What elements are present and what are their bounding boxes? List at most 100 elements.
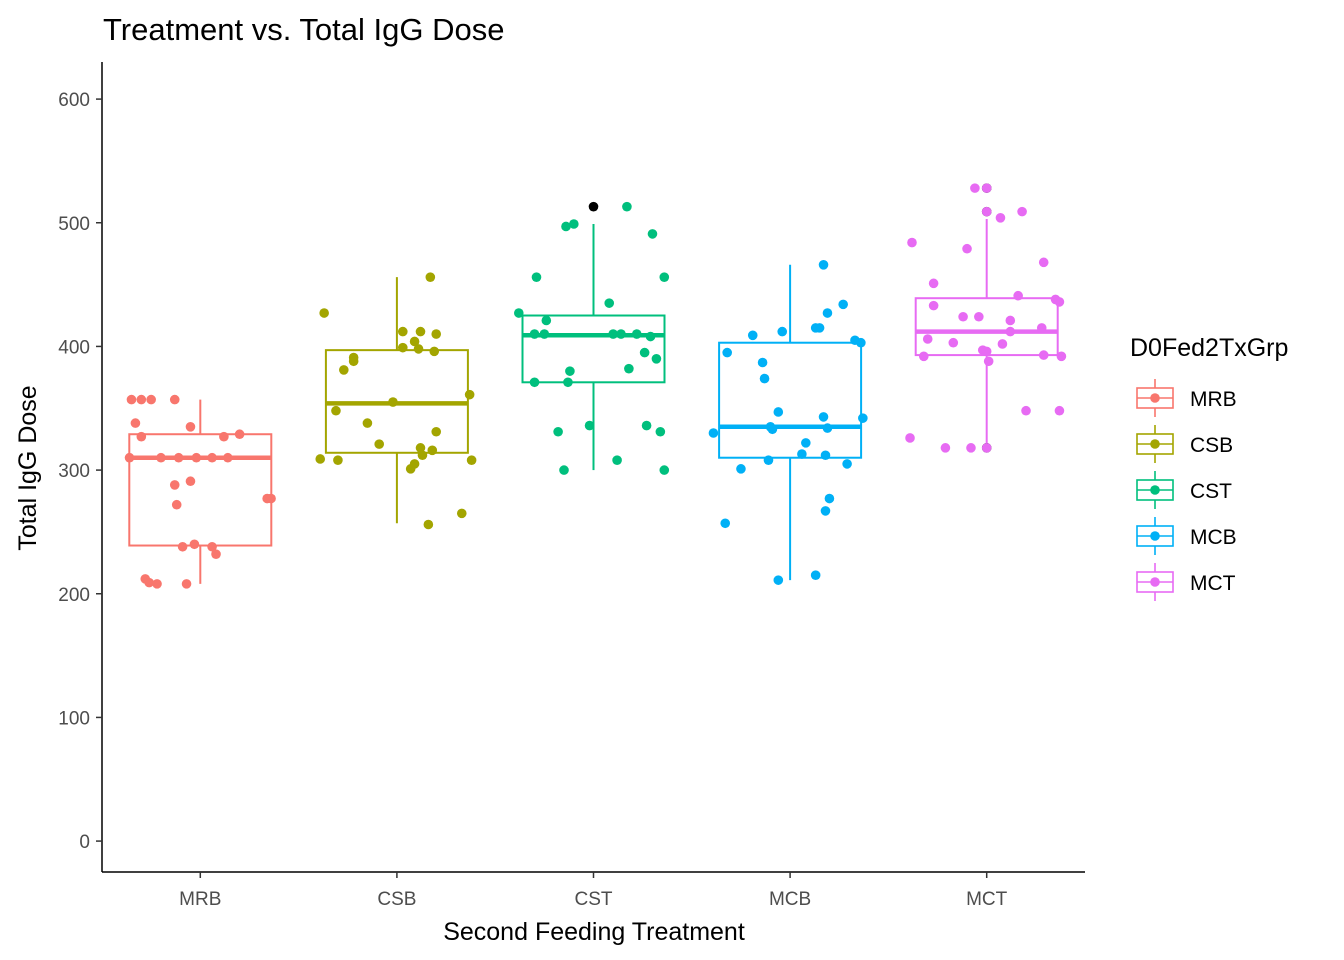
data-point: [767, 424, 778, 435]
data-point: [423, 519, 434, 530]
y-tick-label: 600: [58, 90, 90, 111]
data-point: [842, 459, 852, 469]
data-point: [995, 213, 1006, 223]
data-point: [858, 413, 868, 423]
data-point: [773, 575, 784, 585]
data-point: [539, 329, 550, 339]
data-point: [736, 464, 746, 474]
y-tick-label: 500: [58, 214, 90, 235]
data-point: [1017, 206, 1027, 217]
x-tick-label: MCB: [769, 889, 811, 910]
data-point: [146, 394, 156, 405]
data-point: [983, 356, 994, 367]
data-point: [169, 480, 180, 490]
data-point: [918, 351, 929, 362]
data-point: [553, 426, 563, 437]
data-point: [315, 454, 326, 464]
y-tick-label: 300: [58, 461, 90, 482]
data-point: [431, 426, 442, 437]
data-point: [185, 476, 196, 487]
data-point: [173, 452, 184, 463]
data-point: [647, 229, 658, 239]
data-point: [207, 452, 217, 463]
box-group-mct: [905, 183, 1067, 453]
plot-area: [124, 183, 1067, 589]
data-point: [464, 389, 475, 400]
data-point: [641, 420, 652, 431]
data-point: [223, 452, 233, 463]
outlier-point: [588, 201, 599, 212]
data-point: [797, 449, 807, 459]
data-point: [171, 499, 182, 510]
data-point: [820, 506, 831, 516]
data-point: [409, 336, 420, 347]
data-point: [651, 353, 662, 364]
data-point: [820, 450, 831, 461]
data-point: [970, 183, 980, 193]
data-point: [156, 452, 166, 463]
data-point: [388, 397, 398, 407]
data-point: [905, 433, 915, 443]
data-point: [981, 183, 992, 193]
y-tick-label: 100: [58, 708, 90, 729]
data-point: [981, 206, 992, 217]
data-point: [339, 365, 349, 375]
data-point: [1036, 323, 1047, 333]
box-iqr: [128, 433, 273, 547]
box-iqr: [718, 341, 863, 459]
box-group-cst: [513, 201, 670, 475]
legend-key-point: [1150, 439, 1160, 449]
x-tick-label: MRB: [179, 889, 221, 910]
legend-item-cst: CST: [1136, 471, 1232, 509]
data-point: [1054, 297, 1065, 307]
data-point: [757, 357, 768, 368]
data-point: [747, 330, 758, 341]
data-point: [722, 347, 732, 358]
data-point: [531, 272, 542, 282]
data-point: [822, 308, 833, 318]
data-point: [822, 423, 833, 433]
legend-label: CST: [1190, 480, 1232, 503]
data-point: [997, 339, 1008, 349]
data-point: [1056, 351, 1067, 362]
data-point: [266, 493, 276, 504]
legend-item-mrb: MRB: [1136, 379, 1237, 417]
data-point: [801, 438, 811, 448]
data-point: [856, 337, 866, 348]
y-tick-label: 400: [58, 337, 90, 358]
data-point: [405, 464, 416, 474]
legend-item-mct: MCT: [1136, 563, 1236, 601]
data-point: [948, 337, 959, 348]
data-point: [966, 443, 976, 453]
data-point: [759, 373, 770, 384]
legend-key-point: [1150, 531, 1160, 541]
data-point: [655, 426, 666, 437]
data-point: [958, 311, 968, 322]
data-point: [974, 311, 984, 322]
data-point: [708, 428, 719, 438]
data-point: [622, 201, 632, 212]
data-point: [928, 300, 939, 311]
data-point: [219, 431, 229, 442]
data-point: [940, 443, 951, 453]
data-point: [191, 452, 202, 463]
data-point: [1038, 350, 1049, 360]
data-point: [177, 541, 188, 552]
data-point: [1013, 290, 1023, 301]
y-axis-title: Total IgG Dose: [14, 385, 42, 550]
data-point: [234, 429, 245, 440]
data-point: [1021, 405, 1031, 416]
data-point: [189, 539, 200, 550]
data-point: [818, 260, 829, 270]
data-point: [907, 237, 917, 248]
data-point: [824, 493, 835, 504]
box-group-mcb: [708, 260, 868, 585]
legend: D0Fed2TxGrp MRB CSB CST MCB MCT: [1130, 334, 1288, 601]
data-point: [397, 326, 408, 337]
data-point: [466, 455, 477, 465]
box-iqr: [521, 314, 666, 384]
legend-label: MRB: [1190, 388, 1237, 411]
data-point: [814, 323, 825, 333]
data-point: [922, 334, 933, 344]
x-tick-label: MCT: [966, 889, 1008, 910]
